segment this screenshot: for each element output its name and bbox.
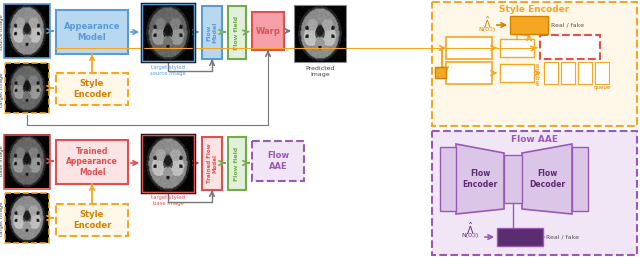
FancyBboxPatch shape	[56, 204, 128, 236]
Text: Flow
Model: Flow Model	[207, 22, 218, 43]
FancyBboxPatch shape	[228, 137, 246, 190]
FancyBboxPatch shape	[500, 64, 534, 82]
FancyBboxPatch shape	[202, 6, 222, 59]
Text: N(0,I): N(0,I)	[478, 26, 495, 32]
FancyBboxPatch shape	[561, 62, 575, 84]
Text: Predicted
image: Predicted image	[305, 66, 335, 77]
Text: Volumetric
contrastive loss: Volumetric contrastive loss	[542, 42, 598, 52]
Text: Flow
code: Flow code	[508, 173, 518, 185]
FancyBboxPatch shape	[252, 12, 284, 50]
FancyBboxPatch shape	[440, 147, 456, 211]
Text: target image: target image	[0, 73, 4, 107]
FancyBboxPatch shape	[252, 141, 304, 181]
Text: Flow field: Flow field	[445, 167, 451, 191]
Text: target styled
base image: target styled base image	[151, 195, 185, 206]
Text: Flow AAE: Flow AAE	[511, 135, 558, 144]
Text: Flow
Decoder: Flow Decoder	[529, 169, 565, 189]
Polygon shape	[456, 144, 504, 214]
Text: $\hat{\Lambda}$: $\hat{\Lambda}$	[483, 15, 492, 31]
Text: Real / fake: Real / fake	[546, 234, 579, 240]
Text: Flow field: Flow field	[234, 146, 239, 181]
FancyBboxPatch shape	[572, 147, 588, 211]
Text: flow: flow	[519, 237, 531, 243]
Text: Style
Encoder: Style Encoder	[73, 210, 111, 230]
Text: Flow field: Flow field	[234, 15, 239, 50]
FancyBboxPatch shape	[540, 35, 600, 59]
FancyBboxPatch shape	[595, 62, 609, 84]
FancyBboxPatch shape	[228, 6, 246, 59]
Text: Style code: Style code	[500, 70, 534, 76]
Text: ...: ...	[564, 70, 572, 76]
Text: Trained Flow
Model: Trained Flow Model	[207, 144, 218, 183]
Text: target styled
source image: target styled source image	[150, 65, 186, 76]
Text: Style Encoder: Style Encoder	[499, 5, 570, 14]
Text: base image: base image	[0, 145, 4, 177]
FancyBboxPatch shape	[435, 67, 446, 78]
Text: Style
Encoder: Style Encoder	[73, 79, 111, 99]
Polygon shape	[522, 144, 572, 214]
Text: Real / fake: Real / fake	[551, 23, 584, 27]
Text: Trained
Appearance
Model: Trained Appearance Model	[66, 147, 118, 177]
Text: Flow
Encoder: Flow Encoder	[462, 169, 498, 189]
Text: Style code: Style code	[500, 45, 534, 50]
FancyBboxPatch shape	[504, 155, 522, 203]
Text: queue: queue	[593, 85, 611, 89]
Text: Flow field: Flow field	[577, 167, 582, 191]
FancyBboxPatch shape	[497, 228, 543, 246]
Text: Appearance
Model: Appearance Model	[64, 22, 120, 42]
Text: K: Style
Encoder: K: Style Encoder	[456, 68, 482, 78]
Text: source image: source image	[0, 14, 4, 50]
Text: enqueue: enqueue	[536, 61, 541, 85]
Text: Flow
AAE: Flow AAE	[267, 151, 289, 171]
FancyBboxPatch shape	[56, 10, 128, 54]
Text: Warp: Warp	[255, 26, 280, 35]
FancyBboxPatch shape	[544, 62, 558, 84]
FancyBboxPatch shape	[56, 73, 128, 105]
FancyBboxPatch shape	[446, 37, 492, 59]
FancyBboxPatch shape	[202, 137, 222, 190]
Text: $\hat{\Lambda}$: $\hat{\Lambda}$	[466, 221, 474, 237]
Text: T: T	[438, 68, 443, 77]
FancyBboxPatch shape	[432, 2, 637, 126]
FancyBboxPatch shape	[510, 16, 548, 34]
Text: D: D	[517, 20, 527, 30]
Text: Q: Style
Encoder: Q: Style Encoder	[456, 43, 482, 53]
FancyBboxPatch shape	[432, 131, 637, 255]
Text: D: D	[506, 232, 516, 242]
FancyBboxPatch shape	[500, 39, 534, 57]
Text: target image: target image	[0, 202, 4, 236]
Text: N(0,I): N(0,I)	[461, 234, 479, 238]
FancyBboxPatch shape	[56, 140, 128, 184]
Text: style: style	[530, 25, 543, 31]
FancyBboxPatch shape	[578, 62, 592, 84]
FancyBboxPatch shape	[446, 62, 492, 84]
